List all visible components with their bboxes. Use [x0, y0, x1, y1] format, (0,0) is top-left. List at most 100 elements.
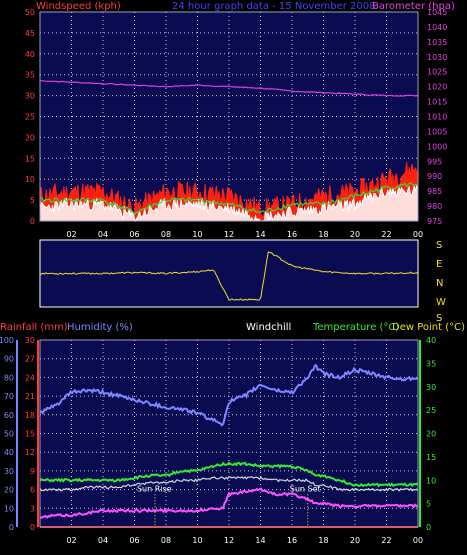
series-baro	[39, 80, 419, 97]
y-tick-label: 10	[25, 175, 35, 184]
y-tick-label: 1035	[427, 38, 447, 47]
wind-barometer-panel: 0510152025303540455097598098599099510001…	[25, 8, 448, 239]
temperature-tick-label: 40	[426, 336, 436, 345]
rainfall-tick-label: 18	[25, 411, 35, 420]
x-tick-label: 16	[287, 536, 297, 545]
x-tick-label: 06	[129, 536, 139, 545]
windchill-title: Windchill	[246, 322, 291, 333]
x-tick-label: 18	[318, 536, 328, 545]
humidity-tick-label: 70	[4, 392, 14, 401]
x-tick-label: 10	[192, 230, 202, 239]
y-tick-label: 5	[30, 196, 35, 205]
series-dewpoint	[39, 476, 419, 492]
series-temperature	[39, 461, 419, 488]
x-tick-label: 04	[98, 230, 108, 239]
x-tick-label: 10	[192, 536, 202, 545]
humidity-tick-label: 20	[4, 486, 14, 495]
rainfall-axis-title: Rainfall (mm)	[0, 322, 68, 333]
rainfall-tick-label: 24	[25, 373, 35, 382]
x-tick-label: 22	[381, 230, 391, 239]
series-windchill	[39, 487, 419, 519]
wind-direction-line	[39, 251, 419, 301]
x-tick-label: 04	[98, 536, 108, 545]
temperature-tick-label: 20	[426, 430, 436, 439]
x-tick-label: 22	[381, 536, 391, 545]
humidity-tick-label: 10	[4, 504, 14, 513]
humidity-axis-title: Humidity (%)	[67, 322, 133, 333]
y-tick-label: 1010	[427, 113, 447, 122]
y-tick-label: 50	[25, 8, 35, 17]
humidity-tick-label: 80	[4, 373, 14, 382]
y-tick-label: 975	[427, 217, 442, 226]
y-tick-label: 20	[25, 133, 35, 142]
panel-frame	[39, 239, 419, 308]
y-tick-label: 40	[25, 50, 35, 59]
humidity-tick-label: 50	[4, 430, 14, 439]
temperature-tick-label: 30	[426, 383, 436, 392]
compass-label-w: W	[436, 297, 446, 308]
series-avg	[39, 184, 419, 223]
barometer-axis-title: Barometer (hpa)	[372, 1, 455, 12]
x-tick-label: 02	[66, 230, 76, 239]
temperature-tick-label: 5	[426, 500, 431, 509]
y-tick-label: 1015	[427, 98, 447, 107]
x-tick-label: 02	[66, 536, 76, 545]
rainfall-tick-label: 9	[30, 467, 35, 476]
humidity-tick-label: 40	[4, 448, 14, 457]
x-tick-label: 12	[224, 230, 234, 239]
y-tick-label: 35	[25, 71, 35, 80]
y-tick-label: 15	[25, 154, 35, 163]
graph-title: 24 hour graph data - 15 November 2008	[172, 1, 375, 12]
y-tick-label: 1000	[427, 142, 447, 151]
x-tick-label: 20	[350, 230, 360, 239]
rainfall-tick-label: 6	[30, 486, 35, 495]
x-tick-label: 20	[350, 536, 360, 545]
y-tick-label: 1040	[427, 23, 447, 32]
y-tick-label: 980	[427, 202, 442, 211]
series-temp_line	[39, 182, 419, 216]
series-humidity	[39, 364, 419, 427]
x-tick-label: 14	[255, 230, 265, 239]
temperature-tick-label: 25	[426, 406, 436, 415]
humidity-temperature-panel: 0102030405060708090100036912151821242730…	[0, 336, 436, 545]
y-tick-label: 0	[30, 217, 35, 226]
y-tick-label: 45	[25, 29, 35, 38]
rainfall-tick-label: 12	[25, 448, 35, 457]
x-tick-label: 00	[413, 536, 423, 545]
panel-frame	[39, 339, 419, 528]
x-tick-label: 00	[413, 230, 423, 239]
rainfall-tick-label: 21	[25, 392, 35, 401]
sunset-label: Sun Set	[290, 484, 321, 493]
y-tick-label: 985	[427, 187, 442, 196]
x-tick-label: 14	[255, 536, 265, 545]
compass-label-s: S	[436, 313, 442, 324]
rainfall-tick-label: 15	[25, 430, 35, 439]
rainfall-tick-label: 3	[30, 504, 35, 513]
panel-frame	[39, 11, 419, 222]
temperature-tick-label: 10	[426, 476, 436, 485]
compass-label-n: N	[436, 278, 443, 289]
y-tick-label: 30	[25, 92, 35, 101]
y-tick-label: 25	[25, 113, 35, 122]
temperature-tick-label: 0	[426, 523, 431, 532]
y-tick-label: 1045	[427, 8, 447, 17]
temperature-axis-title: Temperature (°C)	[312, 322, 399, 333]
humidity-tick-label: 100	[0, 336, 14, 345]
x-tick-label: 16	[287, 230, 297, 239]
y-tick-label: 1020	[427, 83, 447, 92]
rainfall-tick-label: 27	[25, 355, 35, 364]
x-tick-label: 18	[318, 230, 328, 239]
compass-label-s: S	[436, 240, 442, 251]
humidity-tick-label: 90	[4, 355, 14, 364]
y-tick-label: 1025	[427, 68, 447, 77]
humidity-tick-label: 60	[4, 411, 14, 420]
y-tick-label: 990	[427, 172, 442, 181]
temperature-tick-label: 35	[426, 359, 436, 368]
humidity-tick-label: 0	[9, 523, 14, 532]
y-tick-label: 995	[427, 157, 442, 166]
x-tick-label: 08	[161, 536, 171, 545]
humidity-tick-label: 30	[4, 467, 14, 476]
temperature-tick-label: 15	[426, 453, 436, 462]
